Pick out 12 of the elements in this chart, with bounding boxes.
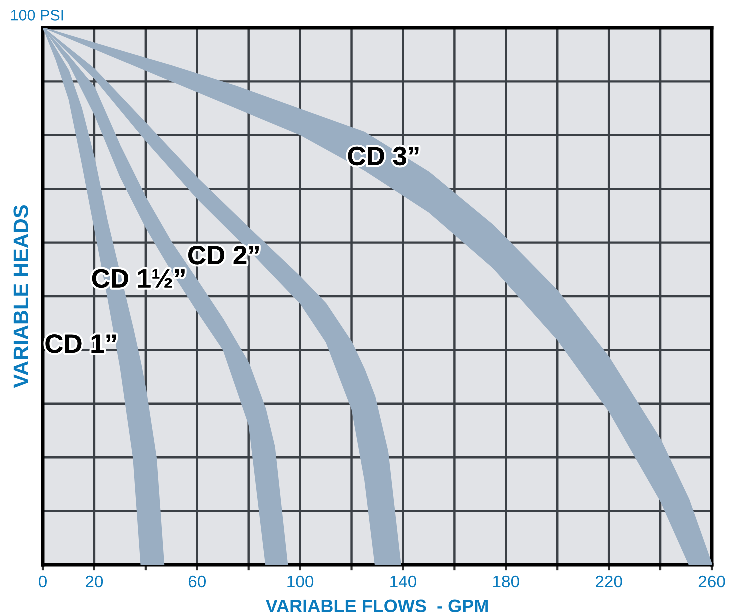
- series-label: CD 3”: [348, 146, 419, 166]
- x-tick-label: 100: [288, 576, 314, 588]
- x-tick-label: 180: [494, 576, 520, 588]
- x-axis-title: VARIABLE FLOWS - GPM: [266, 600, 488, 613]
- x-tick-label: 220: [596, 576, 622, 588]
- x-tick-label: 20: [86, 576, 104, 588]
- y-axis-title: VARIABLE HEADS: [14, 205, 28, 388]
- x-tick-label: 260: [698, 576, 726, 588]
- x-tick-label: 140: [390, 576, 416, 588]
- x-tick-label: 60: [188, 576, 206, 588]
- x-tick-label: 0: [39, 576, 47, 588]
- text: 100 PSI: [11, 10, 64, 21]
